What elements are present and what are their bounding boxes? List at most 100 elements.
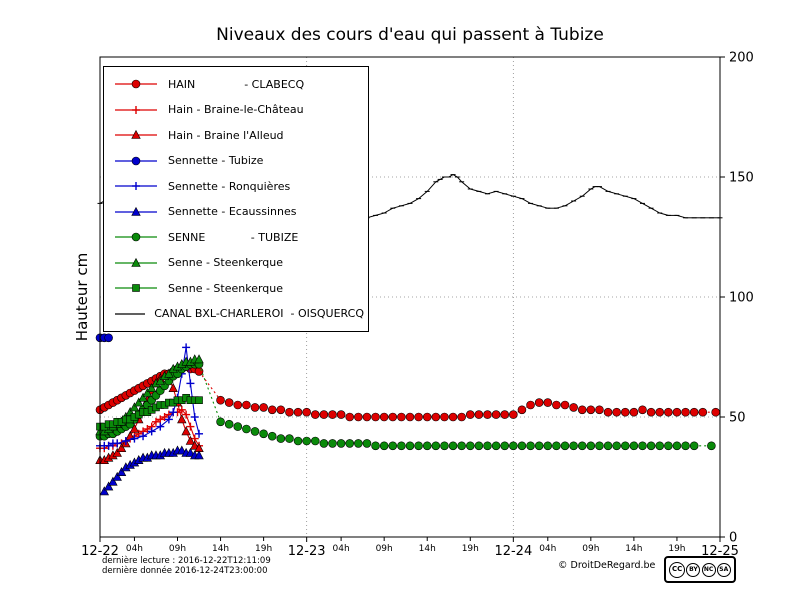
legend-item: Sennette - Tubize [113, 149, 364, 172]
cc-icon: CC [669, 561, 686, 578]
series-marker [181, 426, 191, 436]
x-minor-tick-label: 09h [169, 544, 186, 554]
series-marker [560, 441, 570, 451]
series-marker [354, 439, 363, 448]
last-data-text: dernière donnée 2016-12-24T23:00:00 [102, 566, 268, 576]
legend-item: Senne - Steenkerque [113, 251, 364, 274]
x-minor-tick-label: 19h [255, 544, 272, 554]
series-line [409, 198, 419, 204]
y-tick-label: 150 [729, 171, 754, 186]
series-marker [285, 407, 294, 417]
series-marker [629, 407, 639, 417]
series-marker [655, 407, 665, 417]
legend-marker-triangle [115, 206, 157, 216]
series-line [383, 207, 394, 214]
series-marker [491, 410, 501, 419]
series-marker [448, 412, 458, 422]
series-marker [500, 441, 510, 451]
series-marker [155, 375, 165, 385]
series-marker [646, 407, 656, 417]
series-marker [414, 441, 423, 451]
series-marker [131, 156, 141, 165]
series-marker [440, 441, 449, 451]
series-marker [319, 439, 329, 448]
series-marker [711, 407, 720, 417]
series-marker [134, 397, 144, 407]
series-marker [612, 407, 621, 417]
series-marker [586, 441, 596, 451]
series-marker [233, 422, 243, 431]
series-marker [131, 206, 141, 216]
series-marker [177, 414, 187, 424]
legend-label: HAIN - CLABECQ [168, 77, 305, 91]
series-marker [242, 424, 251, 434]
x-tick-label: 12-23 [288, 544, 326, 559]
x-minor-tick-label: 04h [126, 544, 143, 554]
series-line [151, 421, 157, 427]
series-line [650, 207, 660, 214]
series-marker [698, 407, 708, 417]
series-marker [431, 412, 441, 422]
series-marker [474, 410, 484, 419]
legend-marker-square [115, 284, 157, 293]
series-marker [185, 435, 196, 445]
legend-marker-triangle [115, 257, 157, 267]
series-marker [509, 441, 518, 451]
cc-by-icon: BY [686, 562, 701, 577]
cc-sa-icon: SA [716, 562, 731, 577]
series-marker [664, 441, 673, 451]
series-marker [664, 407, 673, 417]
series-marker [131, 79, 141, 89]
series-marker [681, 407, 690, 417]
series-marker [560, 400, 570, 410]
legend-label: SENNE - TUBIZE [168, 230, 299, 244]
cc-nc-icon: NC [701, 562, 716, 577]
series-marker [131, 257, 141, 267]
cc-license-badge[interactable]: CC BY NC SA [664, 556, 736, 583]
series-marker [345, 439, 355, 448]
legend-label: Sennette - Ronquières [168, 179, 291, 193]
series-marker [483, 410, 492, 419]
series-marker [216, 395, 225, 405]
series-marker [242, 400, 251, 410]
series-marker [491, 441, 501, 451]
series-line [194, 416, 200, 434]
chart-legend: HAIN - CLABECQ Hain - Braine-le-Château Ha… [103, 66, 369, 332]
legend-item: SENNE - TUBIZE [113, 226, 364, 249]
series-line [521, 198, 531, 204]
series-marker [552, 441, 561, 451]
series-marker [379, 412, 389, 422]
legend-label: Hain - Braine l'Alleud [168, 128, 284, 142]
series-marker [517, 441, 527, 451]
last-reading-text: dernière lecture : 2016-12-22T12:11:09 [102, 556, 271, 566]
series-marker [543, 441, 553, 451]
y-tick-label: 100 [729, 291, 754, 306]
series-marker [293, 436, 303, 446]
series-marker [195, 396, 203, 405]
series-marker [108, 476, 118, 486]
series-marker [362, 439, 372, 448]
series-marker [405, 441, 415, 451]
series-marker [319, 410, 329, 419]
series-marker [612, 441, 621, 451]
series-marker [233, 400, 243, 410]
series-marker [388, 441, 398, 451]
series-marker [620, 407, 630, 417]
legend-marker-circle [115, 156, 157, 165]
series-marker [345, 412, 355, 422]
series-marker [577, 405, 587, 415]
series-marker [526, 400, 535, 410]
series-marker [681, 441, 690, 451]
legend-item: HAIN - CLABECQ [113, 73, 364, 96]
series-line [599, 186, 609, 192]
series-marker [620, 441, 630, 451]
series-line [176, 373, 183, 398]
series-marker [116, 467, 127, 477]
series-marker [194, 354, 204, 364]
legend-label: Senne - Steenkerque [168, 281, 284, 295]
series-marker [328, 439, 337, 448]
series-line [461, 181, 471, 190]
series-marker [371, 441, 380, 451]
legend-marker-plus [115, 105, 157, 114]
x-minor-tick-label: 09h [376, 544, 393, 554]
